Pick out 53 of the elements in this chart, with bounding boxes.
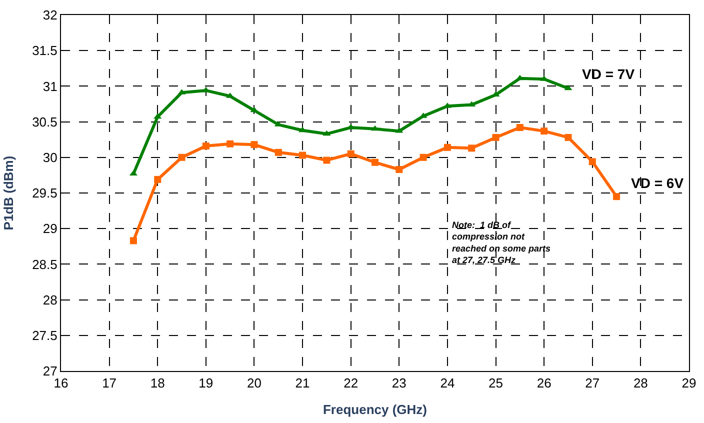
point xyxy=(226,140,234,148)
y-tick-label: 28.5 xyxy=(32,256,58,272)
y-tick-label: 31.5 xyxy=(32,43,58,58)
point xyxy=(372,158,378,166)
x-axis-title: Frequency (GHz) xyxy=(322,402,428,418)
point xyxy=(347,150,354,158)
point xyxy=(564,84,572,90)
y-tick-label: 31 xyxy=(42,78,58,94)
point xyxy=(298,126,307,132)
x-tick-label: 26 xyxy=(536,376,552,391)
point xyxy=(564,134,572,141)
x-tick-label: 24 xyxy=(440,376,455,391)
point xyxy=(130,237,137,244)
x-tick-label: 23 xyxy=(392,376,406,391)
x-tick-label: 21 xyxy=(295,376,310,391)
y-tick-label: 27.5 xyxy=(32,328,58,343)
point xyxy=(588,158,596,166)
x-tick-label: 18 xyxy=(150,376,165,391)
point xyxy=(274,148,282,156)
point xyxy=(492,134,500,141)
x-tick-label: 28 xyxy=(633,376,648,391)
point xyxy=(322,130,331,136)
point xyxy=(154,176,162,183)
y-tick-label: 29 xyxy=(42,221,58,236)
point xyxy=(323,156,330,164)
series-label: VD = 6V xyxy=(631,175,684,191)
y-tick-label: 28 xyxy=(42,292,58,308)
x-tick-label: 20 xyxy=(246,376,262,391)
point xyxy=(468,144,476,152)
point xyxy=(540,128,548,135)
y-tick-label: 32 xyxy=(42,8,58,23)
point xyxy=(613,193,620,200)
y-tick-label: 30.5 xyxy=(32,114,58,130)
x-tick-label: 19 xyxy=(198,376,214,391)
x-tick-label: 22 xyxy=(344,376,358,391)
y-tick-label: 29.5 xyxy=(32,186,58,201)
y-tick-label: 30 xyxy=(42,150,58,165)
point xyxy=(516,74,524,80)
y-axis-title: P1dB (dBm) xyxy=(1,156,16,230)
x-tick-label: 25 xyxy=(488,376,504,391)
point xyxy=(250,141,258,148)
x-tick-label: 17 xyxy=(102,376,117,391)
point xyxy=(178,154,186,161)
point xyxy=(154,113,162,119)
point xyxy=(396,166,403,173)
x-tick-label: 29 xyxy=(682,376,696,391)
point xyxy=(299,152,306,159)
point xyxy=(420,154,427,161)
point xyxy=(202,142,210,150)
point xyxy=(516,124,524,131)
point xyxy=(129,170,138,176)
x-tick-label: 27 xyxy=(585,376,600,391)
point xyxy=(444,144,451,151)
